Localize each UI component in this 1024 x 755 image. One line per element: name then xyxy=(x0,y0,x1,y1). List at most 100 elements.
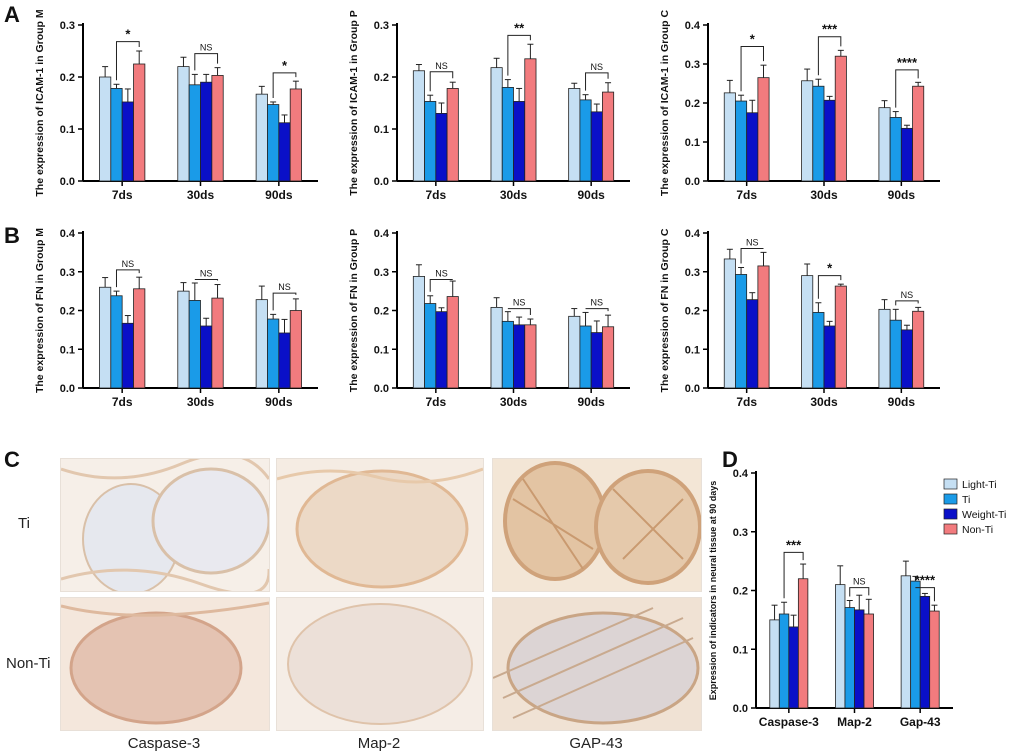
legend-label: Weight-Ti xyxy=(962,509,1006,521)
legend: Light-Ti Ti Weight-Ti Non-Ti xyxy=(943,478,1006,536)
bar-non-ti xyxy=(834,55,847,182)
significance-label: NS xyxy=(591,298,604,308)
y-tick-label: 0.2 xyxy=(374,306,389,318)
chart-a3: 0.0 0.1 0.2 0.3 0.4 The expression of ICAM-1 … xyxy=(659,10,940,202)
bar-ti xyxy=(844,607,855,709)
x-tick-label: 7ds xyxy=(112,188,133,202)
bar-non-ti xyxy=(863,613,874,709)
y-tick-label: 0.0 xyxy=(685,176,700,188)
panel-label-b: B xyxy=(4,223,20,248)
bar-light-ti xyxy=(769,619,780,709)
x-tick-label: 30ds xyxy=(810,188,838,202)
legend-swatch xyxy=(943,493,958,505)
bar-non-ti xyxy=(289,310,302,389)
bar-light-ti xyxy=(177,290,190,389)
significance-label: NS xyxy=(122,259,135,269)
bar-non-ti xyxy=(834,285,847,389)
y-tick-label: 0.1 xyxy=(374,344,389,356)
bar-weight-ti xyxy=(823,325,836,389)
significance-bracket xyxy=(915,587,935,602)
significance-label: **** xyxy=(915,573,936,588)
y-tick-label: 0.1 xyxy=(685,344,700,356)
significance-label: NS xyxy=(200,269,213,279)
bar-weight-ti xyxy=(854,609,865,709)
bar-ti xyxy=(188,84,201,182)
histology-row-label-ti: Ti xyxy=(18,515,30,532)
y-tick-label: 0.0 xyxy=(685,383,700,395)
significance-bracket xyxy=(585,308,609,312)
bar-weight-ti xyxy=(200,81,213,182)
significance-bracket xyxy=(895,69,919,108)
bar-ti xyxy=(812,312,825,389)
significance-bracket xyxy=(817,275,842,299)
bar-ti xyxy=(110,88,123,182)
significance-label: * xyxy=(282,58,288,73)
bar-light-ti xyxy=(99,76,112,182)
significance-bracket xyxy=(272,292,297,311)
x-tick-label: 30ds xyxy=(810,395,838,409)
significance-bracket xyxy=(429,71,454,92)
significance-bracket xyxy=(194,279,219,281)
bar-light-ti xyxy=(801,80,814,182)
bar-light-ti xyxy=(177,66,190,182)
bar-non-ti xyxy=(929,610,940,709)
bar-weight-ti xyxy=(121,101,134,182)
significance-label: ** xyxy=(514,20,525,35)
y-tick-label: 0.3 xyxy=(374,267,389,279)
x-tick-label: 30ds xyxy=(187,188,215,202)
bar-non-ti xyxy=(133,63,146,182)
x-tick-label: 7ds xyxy=(736,188,757,202)
bar-non-ti xyxy=(446,88,459,182)
bar-weight-ti xyxy=(900,329,913,389)
bar-weight-ti xyxy=(590,111,603,182)
bar-light-ti xyxy=(490,67,503,182)
x-tick-label: 90ds xyxy=(888,395,916,409)
x-tick-label: 30ds xyxy=(500,188,528,202)
x-tick-label: 90ds xyxy=(265,188,293,202)
bar-non-ti xyxy=(602,326,615,389)
significance-bracket xyxy=(783,551,804,599)
bar-ti xyxy=(735,100,748,182)
bar-ti xyxy=(910,580,921,709)
significance-bracket xyxy=(849,587,870,597)
significance-bracket xyxy=(895,300,919,306)
y-tick-label: 0.3 xyxy=(733,527,748,539)
significance-bracket xyxy=(817,36,842,76)
y-axis-label: The expression of ICAM-1 in Group C xyxy=(659,10,671,197)
panel-label-c: C xyxy=(4,447,20,472)
y-tick-label: 0.2 xyxy=(685,98,700,110)
histology-col-label-caspase3: Caspase-3 xyxy=(127,735,201,752)
y-tick-label: 0.2 xyxy=(374,72,389,84)
significance-bracket xyxy=(194,53,219,71)
y-tick-label: 0.0 xyxy=(733,703,748,715)
x-tick-label: Gap-43 xyxy=(900,715,941,729)
chart-a1: 0.0 0.1 0.2 0.3 The expression of ICAM-1 in … xyxy=(34,9,318,202)
bar-light-ti xyxy=(99,286,112,389)
bar-light-ti xyxy=(723,258,736,389)
significance-bracket xyxy=(507,308,531,316)
y-tick-label: 0.4 xyxy=(374,228,390,240)
bar-non-ti xyxy=(446,296,459,389)
significance-bracket xyxy=(585,72,609,91)
chart-b3: 0.0 0.1 0.2 0.3 0.4 The expression of FN in G… xyxy=(659,228,940,409)
y-tick-label: 0.3 xyxy=(60,20,75,32)
significance-label: NS xyxy=(435,61,448,71)
bar-light-ti xyxy=(801,275,814,389)
bar-ti xyxy=(424,303,437,389)
legend-label: Ti xyxy=(962,494,970,506)
y-axis-label: The expression of ICAM-1 in Group M xyxy=(34,9,46,197)
bar-weight-ti xyxy=(435,113,448,182)
bar-light-ti xyxy=(255,299,268,389)
significance-label: NS xyxy=(746,238,759,248)
x-tick-label: 7ds xyxy=(425,395,446,409)
bar-light-ti xyxy=(568,88,581,182)
bar-weight-ti xyxy=(919,595,931,709)
y-tick-label: 0.2 xyxy=(60,72,75,84)
bar-weight-ti xyxy=(435,311,448,389)
significance-label: NS xyxy=(901,290,914,300)
significance-label: * xyxy=(827,261,833,276)
significance-label: *** xyxy=(822,22,838,37)
bar-ti xyxy=(579,325,592,389)
histology-col-label-map2: Map-2 xyxy=(357,735,401,752)
bar-ti xyxy=(424,101,437,182)
